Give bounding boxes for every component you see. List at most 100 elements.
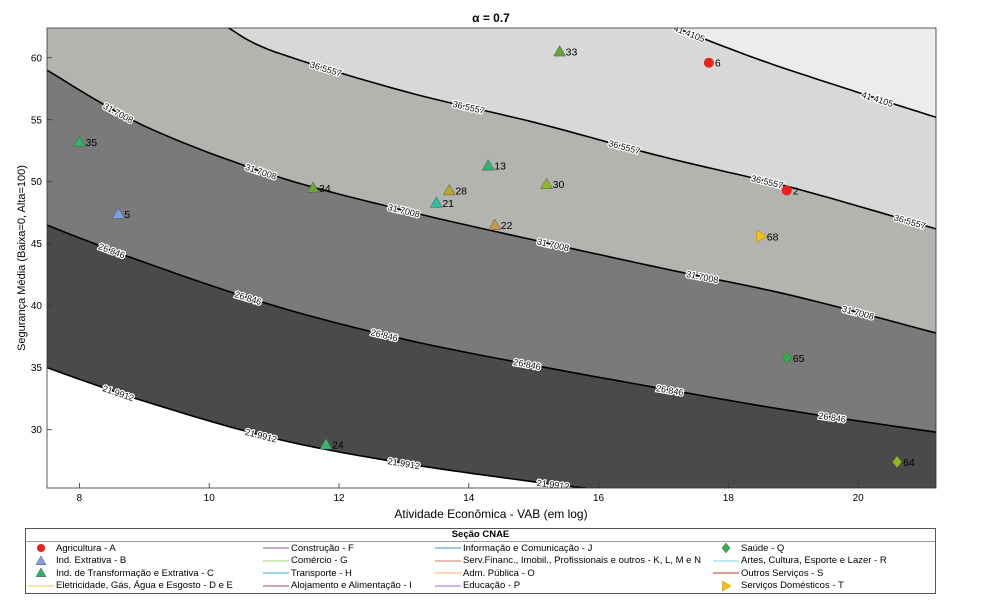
legend-line-icon (26, 580, 56, 592)
contour-line (47, 224, 936, 433)
data-point: 24 (319, 438, 344, 452)
legend-line-icon (433, 580, 463, 592)
point-marker (540, 177, 554, 189)
legend-item-label: Alojamento e Alimentação - I (291, 580, 412, 592)
point-marker (306, 181, 320, 193)
legend-item-label: Artes, Cultura, Esporte e Lazer - R (741, 555, 887, 567)
legend-item-label: Agricultura - A (56, 542, 116, 554)
legend-title: Seção CNAE (26, 529, 935, 542)
legend-item-label: Educação - P (463, 580, 521, 592)
legend-item: Educação - P (433, 580, 711, 593)
data-point: 6 (703, 57, 721, 70)
y-tick-label: 55 (31, 115, 43, 126)
legend-item: Serviços Domésticos - T (711, 580, 937, 593)
data-point: 28 (442, 183, 467, 197)
y-tick-label: 40 (31, 301, 43, 312)
point-marker (703, 57, 714, 68)
legend-triangle-icon (26, 567, 56, 579)
point-label: 65 (793, 353, 805, 365)
x-axis-label: Atividade Econômica - VAB (em log) (394, 507, 587, 521)
data-point: 13 (481, 159, 506, 173)
x-tick-label: 12 (333, 493, 345, 504)
contour-label-text: 21.9912 (536, 478, 570, 492)
legend-item: Artes, Cultura, Esporte e Lazer - R (711, 555, 937, 568)
legend-item-label: Saúde - Q (741, 542, 785, 554)
point-marker (319, 438, 333, 450)
point-label: 33 (566, 47, 578, 59)
point-label: 21 (442, 198, 454, 210)
legend-item: Adm. Pública - O (433, 567, 711, 580)
y-tick-label: 35 (31, 363, 43, 374)
legend-item: Ind. Extrativa - B (26, 555, 261, 568)
point-marker (553, 45, 567, 57)
legend-item: Construção - F (261, 542, 433, 555)
x-tick-label: 16 (593, 493, 605, 504)
point-marker (781, 185, 792, 196)
point-marker (73, 135, 86, 147)
point-marker (488, 218, 502, 230)
data-point: 33 (553, 45, 578, 59)
legend-item-label: Comércio - G (291, 555, 348, 567)
legend-item: Ind. de Transformação e Extrativa - C (26, 567, 261, 580)
region-fill-5 (47, 28, 936, 118)
x-tick-label: 10 (204, 493, 216, 504)
data-point: 34 (306, 181, 331, 195)
point-label: 22 (501, 220, 513, 232)
contour-scatter-chart: 21.991221.991221.991221.991226.84626.846… (16, 11, 937, 521)
legend-line-icon (711, 555, 741, 567)
point-label: 2 (793, 185, 799, 197)
data-point: 64 (891, 455, 915, 469)
legend-item: Alojamento e Alimentação - I (261, 580, 433, 593)
point-marker (442, 183, 456, 196)
data-point: 21 (429, 196, 454, 210)
point-marker (429, 196, 443, 208)
legend-item-label: Transporte - H (291, 567, 352, 579)
contour-line (676, 28, 936, 119)
data-point: 5 (111, 207, 130, 221)
legend-item: Serv.Financ., Imobil., Profissionais e o… (433, 555, 711, 568)
point-label: 5 (124, 209, 130, 221)
x-tick-label: 18 (723, 493, 735, 504)
y-tick-label: 60 (31, 53, 43, 64)
legend-line-icon (261, 542, 291, 554)
legend-item: Eletricidade, Gás, Água e Esgosto - D e … (26, 580, 261, 593)
point-label: 34 (319, 183, 331, 195)
legend-item-label: Serviços Domésticos - T (741, 580, 844, 592)
point-label: 35 (85, 137, 97, 149)
legend: Seção CNAE Agricultura - A Construção - F… (25, 528, 936, 594)
point-label: 64 (903, 457, 915, 469)
contour-line (228, 28, 936, 230)
data-point: 65 (781, 351, 805, 365)
point-marker (481, 159, 495, 171)
legend-diamond-icon (711, 542, 741, 554)
legend-item: Agricultura - A (26, 542, 261, 555)
point-label: 24 (332, 440, 344, 452)
legend-item: Transporte - H (261, 567, 433, 580)
x-tick-label: 20 (853, 493, 865, 504)
legend-item-label: Ind. de Transformação e Extrativa - C (56, 567, 214, 579)
point-marker (111, 207, 125, 219)
legend-item-label: Outros Serviços - S (741, 567, 824, 579)
chart-title: α = 0.7 (472, 11, 510, 25)
point-label: 30 (553, 179, 565, 191)
legend-line-icon (433, 542, 463, 554)
legend-item-label: Eletricidade, Gás, Água e Esgosto - D e … (56, 580, 233, 592)
legend-item: Saúde - Q (711, 542, 937, 555)
x-tick-label: 8 (77, 493, 83, 504)
point-label: 6 (715, 58, 721, 70)
legend-line-icon (261, 567, 291, 579)
point-label: 28 (455, 185, 467, 197)
point-marker (756, 229, 768, 243)
data-point: 2 (781, 185, 799, 197)
legend-line-icon (433, 567, 463, 579)
point-marker (781, 351, 792, 365)
legend-line-icon (261, 580, 291, 592)
legend-line-icon (261, 555, 291, 567)
legend-line-icon (433, 555, 463, 567)
contour-line (47, 69, 936, 334)
point-label: 68 (767, 231, 779, 243)
legend-grid: Agricultura - A Construção - F Informação … (26, 542, 935, 592)
legend-item-label: Serv.Financ., Imobil., Profissionais e o… (463, 555, 701, 567)
legend-circle-icon (26, 542, 56, 554)
point-label: 13 (494, 161, 506, 173)
